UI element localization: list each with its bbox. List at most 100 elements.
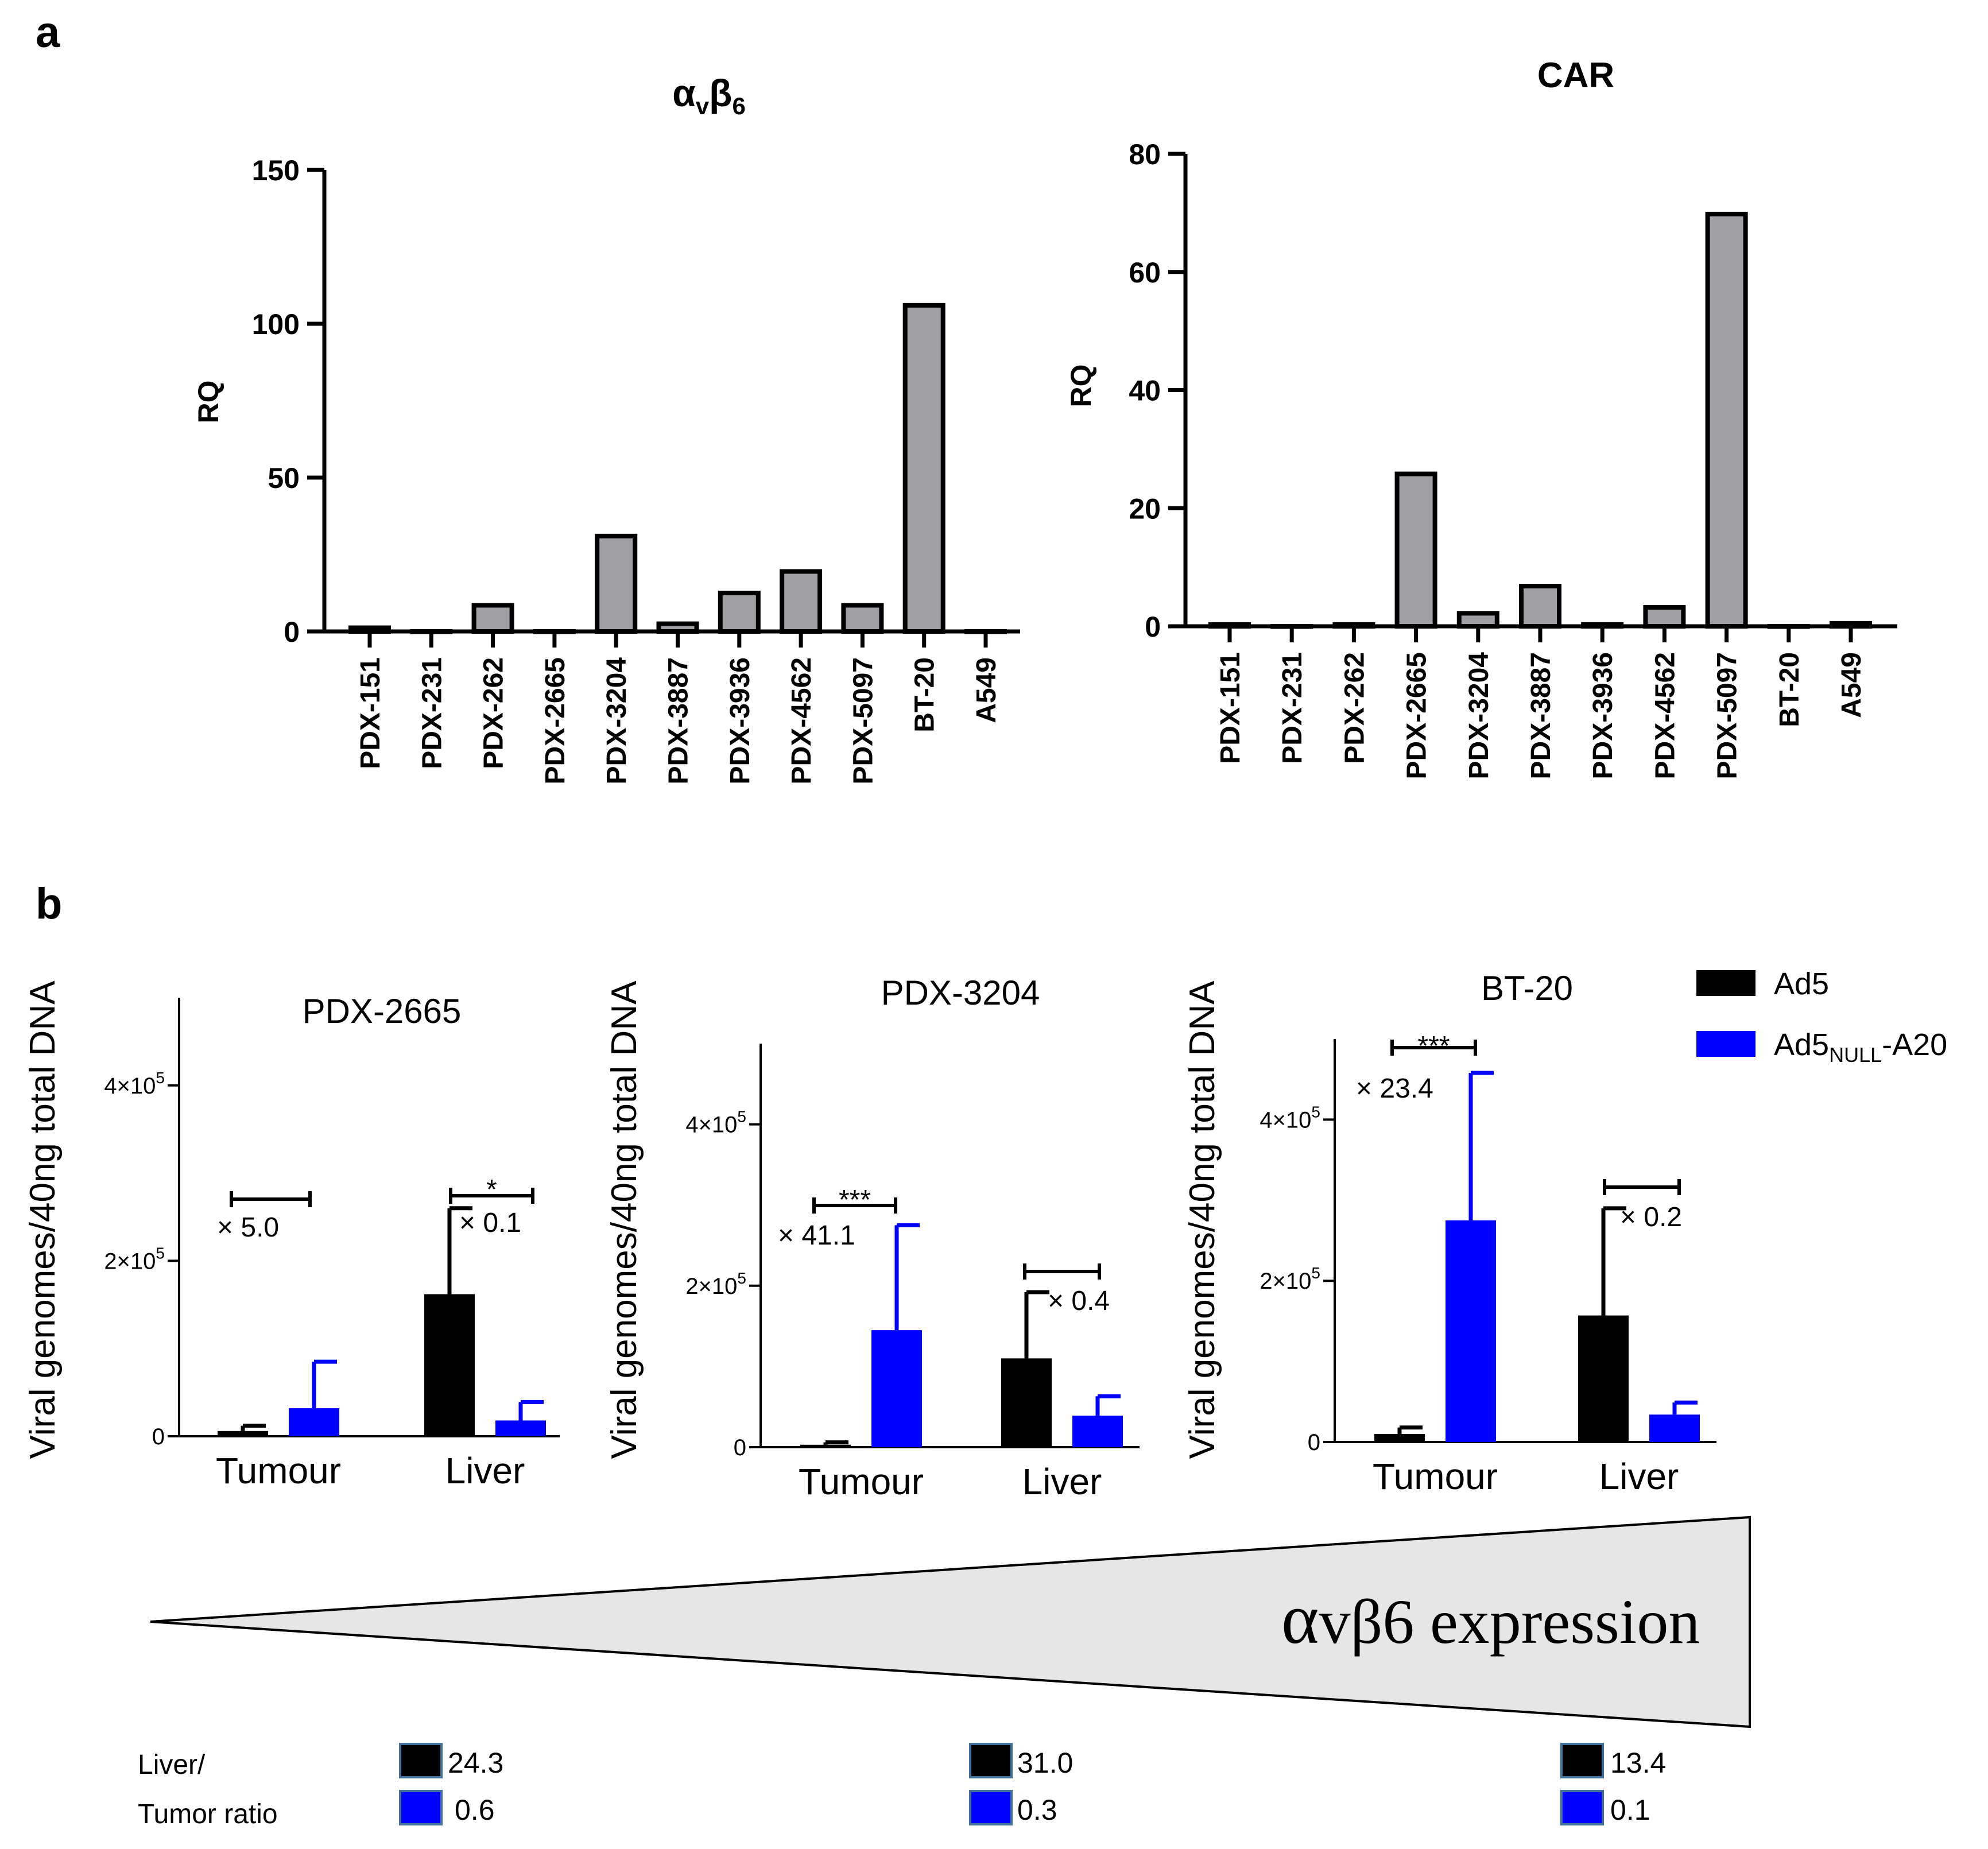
wedge-shape <box>150 1515 1751 1728</box>
ratio-swatch-a20-3 <box>1560 1790 1604 1825</box>
car-bar <box>1394 471 1437 629</box>
avb6-y-tick-label: 100 <box>252 308 300 340</box>
legend-swatch-ad5null-a20 <box>1696 1031 1756 1057</box>
bt20-sig-stars: *** <box>1417 1031 1450 1061</box>
ratio-label-line1: Liver/ <box>138 1750 206 1780</box>
avb6-y-tick-label: 50 <box>268 462 300 494</box>
pdx2665-y-tick-label: 2×105 <box>104 1244 165 1274</box>
avb6-bar <box>718 591 761 634</box>
bt20-bar-chart: BT-20 Viral genomes/40ng total DNA 0 2×10… <box>1183 969 1716 1497</box>
avb6-bar <box>656 621 699 634</box>
ratio-value-ad5-1: 24.3 <box>448 1747 503 1779</box>
bt20-fold-change: × 0.2 <box>1620 1202 1682 1232</box>
avb6-x-tick-label: PDX-262 <box>479 657 509 769</box>
pdx2665-y-tick-label: 4×105 <box>104 1069 165 1099</box>
car-bar <box>1519 584 1561 629</box>
pdx3204-x-tick-label: Liver <box>1022 1461 1102 1502</box>
car-x-tick-label: PDX-3936 <box>1588 652 1618 779</box>
bt20-chart-title: BT-20 <box>1481 969 1573 1007</box>
legend-label-ad5null-a20: Ad5NULL-A20 <box>1774 1028 1947 1067</box>
car-y-tick-label: 0 <box>1145 611 1161 643</box>
pdx3204-y-axis-label: Viral genomes/40ng total DNA <box>604 980 644 1459</box>
car-x-tick-label: PDX-151 <box>1215 652 1246 764</box>
pdx2665-bar-ad5 <box>218 1431 268 1436</box>
legend-label-ad5: Ad5 <box>1774 967 1829 1001</box>
ratio-swatch-ad5-3 <box>1560 1743 1604 1778</box>
bt20-x-tick-label: Liver <box>1599 1456 1679 1497</box>
avb6-x-tick-label: PDX-4562 <box>786 657 817 784</box>
avb6-x-tick-label: PDX-3204 <box>602 657 632 785</box>
avb6-y-tick-label: 0 <box>284 616 300 648</box>
bt20-y-tick-label: 2×105 <box>1260 1264 1320 1294</box>
avb6-y-axis-label: RQ <box>192 381 224 424</box>
pdx3204-y-tick-label: 4×105 <box>685 1108 746 1138</box>
avb6-bar <box>348 625 391 634</box>
pdx2665-sig-stars: * <box>486 1174 497 1205</box>
bt20-y-tick-label: 4×105 <box>1260 1103 1320 1133</box>
pdx2665-x-tick-label: Liver <box>445 1450 525 1491</box>
car-bar <box>1332 622 1375 629</box>
ratio-swatch-a20-1 <box>399 1790 443 1825</box>
pdx3204-bar-ad5null-a20 <box>871 1330 922 1447</box>
avb6-x-tick-label: BT-20 <box>910 657 940 732</box>
ratio-value-a20-1: 0.6 <box>455 1794 495 1826</box>
pdx3204-bar-ad5 <box>800 1444 851 1447</box>
ratio-swatch-ad5-1 <box>399 1743 443 1778</box>
pdx3204-chart-title: PDX-3204 <box>881 974 1040 1012</box>
avb6-bar <box>902 303 945 634</box>
pdx3204-fold-change: × 41.1 <box>778 1220 855 1251</box>
car-bar <box>1705 211 1748 629</box>
avb6-bar-chart: αvβ6 RQ 0 50 100 150 PDX-151 PDX-231 PDX-262 PD… <box>192 72 1020 784</box>
car-y-tick-label: 20 <box>1129 493 1161 525</box>
pdx3204-x-tick-label: Tumour <box>799 1461 924 1502</box>
car-bar <box>1456 611 1499 629</box>
car-x-tick-label: PDX-3204 <box>1464 652 1494 780</box>
pdx2665-y-axis-label: Viral genomes/40ng total DNA <box>23 980 63 1459</box>
car-x-tick-label: PDX-4562 <box>1650 652 1680 779</box>
legend: Ad5 Ad5NULL-A20 <box>1696 967 1947 1067</box>
pdx3204-bar-ad5null-a20 <box>1072 1416 1123 1447</box>
avb6-bar <box>841 603 884 634</box>
bt20-bar-ad5 <box>1578 1315 1629 1442</box>
car-y-tick-label: 60 <box>1129 257 1161 289</box>
avb6-x-tick-label: PDX-5097 <box>848 657 878 784</box>
pdx3204-bar-ad5 <box>1001 1358 1052 1447</box>
avb6-x-tick-label: PDX-3887 <box>664 657 694 784</box>
pdx2665-bar-ad5null-a20 <box>289 1408 339 1436</box>
car-bar <box>1643 605 1686 629</box>
car-x-tick-label: BT-20 <box>1774 652 1805 727</box>
pdx2665-fold-change: × 0.1 <box>459 1208 521 1238</box>
avb6-bar <box>471 603 514 634</box>
car-x-tick-label: PDX-3887 <box>1526 652 1556 779</box>
avb6-chart-title: αvβ6 <box>672 72 746 119</box>
legend-swatch-ad5 <box>1696 970 1756 996</box>
ratio-swatch-a20-2 <box>969 1790 1013 1825</box>
avb6-x-tick-label: PDX-151 <box>355 657 386 769</box>
panel-label-b: b <box>36 879 62 928</box>
bt20-bar-ad5null-a20 <box>1446 1220 1496 1442</box>
wedge-label: αvβ6 expression <box>1281 1580 1700 1659</box>
ratio-value-a20-3: 0.1 <box>1610 1794 1650 1826</box>
ratio-table: Liver/ Tumor ratio 24.3 0.6 31.0 0.3 13.… <box>138 1743 1666 1829</box>
pdx2665-bar-ad5 <box>424 1294 475 1436</box>
car-chart-title: CAR <box>1537 56 1614 95</box>
bt20-y-axis-label: Viral genomes/40ng total DNA <box>1183 980 1222 1459</box>
pdx3204-bar-chart: PDX-3204 Viral genomes/40ng total DNA 0 2… <box>604 974 1140 1502</box>
avb6-x-tick-label: PDX-3936 <box>725 657 755 784</box>
pdx2665-bar-chart: PDX-2665 Viral genomes/40ng total DNA 0 2… <box>23 980 560 1491</box>
pdx3204-y-tick-label: 0 <box>734 1435 746 1460</box>
car-bar <box>1581 622 1624 629</box>
car-x-tick-label: PDX-231 <box>1277 652 1308 764</box>
pdx2665-x-tick-label: Tumour <box>216 1450 341 1491</box>
panel-label-a: a <box>36 8 60 57</box>
ratio-swatch-ad5-2 <box>969 1743 1013 1778</box>
avb6-x-tick-label: A549 <box>971 657 1002 723</box>
car-x-tick-label: PDX-5097 <box>1712 652 1743 779</box>
pdx2665-y-tick-label: 0 <box>152 1424 165 1449</box>
bt20-x-tick-label: Tumour <box>1373 1456 1498 1497</box>
pdx2665-bar-ad5null-a20 <box>495 1420 546 1436</box>
ratio-value-ad5-2: 31.0 <box>1017 1747 1073 1779</box>
car-bar <box>1830 621 1872 629</box>
car-x-tick-label: PDX-2665 <box>1402 652 1432 779</box>
